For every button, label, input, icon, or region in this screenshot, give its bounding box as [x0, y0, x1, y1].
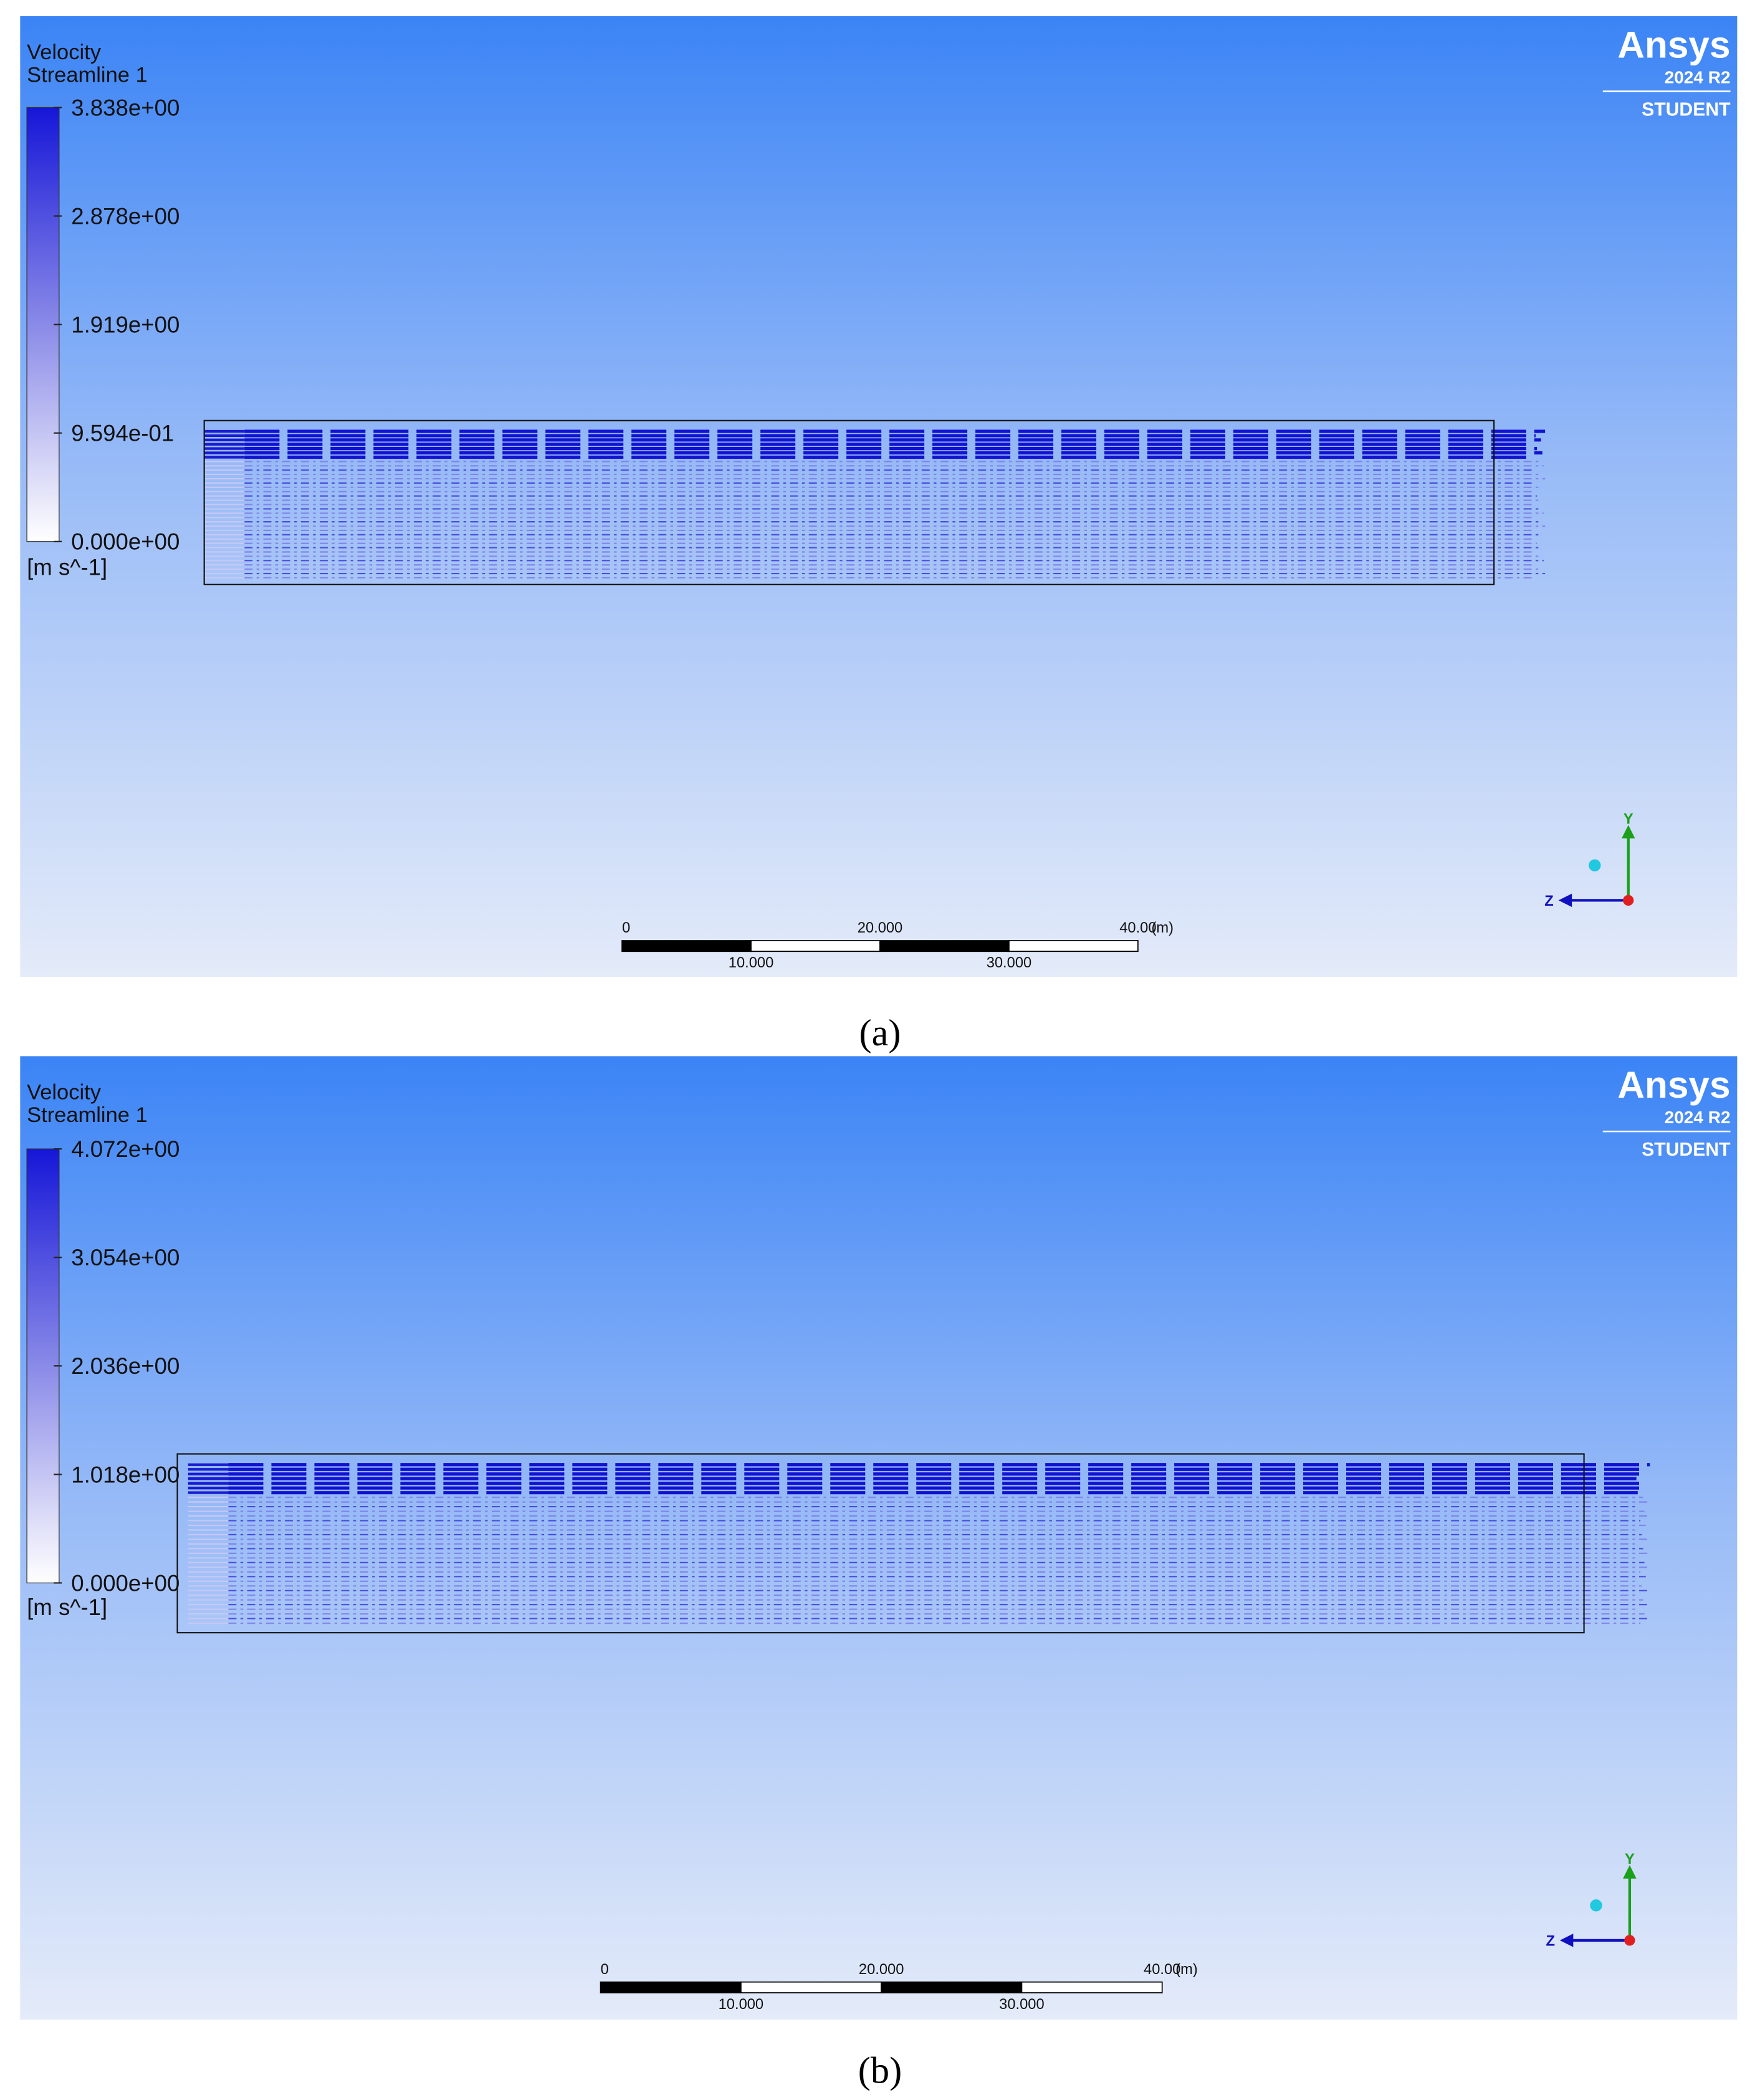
scale-bar-segment [1008, 940, 1139, 952]
legend-title: Velocity [27, 1080, 102, 1104]
scale-bar-label: 40.00 [1144, 1962, 1180, 1978]
triad-marker [1590, 1899, 1602, 1912]
legend-unit: [m s^-1] [27, 1594, 107, 1620]
scale-bar-label: 10.000 [719, 1997, 763, 2013]
legend-tick-label: 9.594e-01 [71, 421, 174, 446]
legend-tick-label: 4.072e+00 [71, 1136, 179, 1162]
legend-tick-label: 3.054e+00 [71, 1245, 179, 1270]
scale-bar-segment [879, 940, 1010, 952]
domain-outline [203, 420, 1495, 585]
scale-bar-label: 0 [601, 1962, 609, 1978]
scale-bar-label: 30.000 [999, 1997, 1044, 2013]
domain-outline [176, 1453, 1585, 1634]
legend-tick-label: 0.000e+00 [71, 529, 179, 555]
legend-tick-label: 2.878e+00 [71, 203, 179, 229]
legend-tick-label: 3.838e+00 [71, 95, 179, 120]
scale-bar-label: 20.000 [858, 920, 902, 936]
legend-unit: [m s^-1] [27, 555, 107, 580]
triad-z-label: Z [1546, 1934, 1554, 1950]
legend-tick-label: 2.036e+00 [71, 1353, 179, 1379]
logo-brand: Ansys [1617, 1063, 1730, 1106]
axis-y-head [1621, 825, 1635, 839]
logo-brand: Ansys [1617, 24, 1730, 66]
scale-bar-label: 40.00 [1119, 920, 1156, 936]
panel-caption: (b) [858, 2050, 902, 2091]
legend-title: Velocity [27, 41, 102, 64]
scale-bar-segment [881, 1981, 1023, 1993]
axis-z-head [1558, 893, 1572, 908]
logo-edition: STUDENT [1642, 99, 1731, 120]
scale-bar-label: 10.000 [729, 955, 773, 971]
panel-caption: (a) [859, 1012, 901, 1054]
logo-edition: STUDENT [1642, 1139, 1731, 1160]
triad-z-label: Z [1544, 893, 1553, 909]
scale-bar-label: 30.000 [987, 955, 1031, 971]
triad-marker [1589, 859, 1601, 872]
logo-version: 2024 R2 [1665, 68, 1731, 87]
triad-y-label: Y [1625, 1851, 1635, 1867]
logo-version: 2024 R2 [1665, 1108, 1731, 1127]
scale-bar-unit: (m) [1175, 1962, 1198, 1978]
scale-bar-unit: (m) [1151, 920, 1174, 936]
triad-origin [1624, 1935, 1635, 1946]
viewport-background [20, 1056, 1738, 2020]
legend-tick-label: 1.919e+00 [71, 312, 179, 338]
axis-y-head [1623, 1865, 1637, 1879]
scale-bar-label: 0 [622, 920, 630, 936]
triad-y-label: Y [1624, 811, 1633, 827]
scale-bar-segment [621, 940, 752, 952]
legend-subtitle: Streamline 1 [27, 1103, 148, 1127]
scale-bar-segment [750, 940, 881, 952]
legend-subtitle: Streamline 1 [27, 64, 148, 87]
scale-bar-segment [1021, 1981, 1163, 1993]
legend-tick-label: 0.000e+00 [71, 1570, 179, 1596]
legend-tick-label: 1.018e+00 [71, 1462, 179, 1487]
triad-origin [1623, 894, 1634, 906]
scale-bar-segment [600, 1981, 742, 1993]
scale-bar-segment [740, 1981, 882, 1993]
axis-z-head [1559, 1934, 1574, 1947]
scale-bar-label: 20.000 [859, 1962, 904, 1978]
